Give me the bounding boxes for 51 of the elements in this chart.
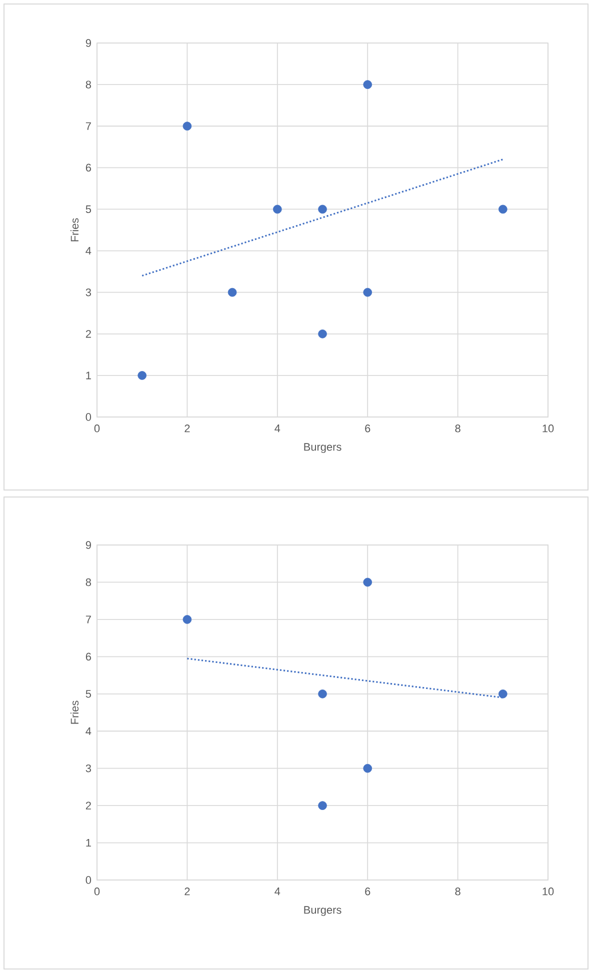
y-axis-title: Fries (70, 700, 79, 724)
x-tick-label: 0 (94, 424, 100, 432)
point (182, 615, 192, 624)
y-tick-label: 9 (86, 541, 91, 549)
y-tick-label: 0 (86, 876, 92, 884)
point (228, 288, 237, 297)
point (318, 690, 327, 698)
x-tick-label: 6 (365, 888, 370, 896)
x-tick-label: 4 (274, 888, 280, 896)
y-tick-label: 8 (86, 578, 91, 586)
x-tick-label: 0 (94, 888, 100, 896)
y-tick-label: 4 (86, 727, 92, 735)
point (498, 204, 508, 214)
y-tick-label: 6 (86, 164, 91, 172)
y-tick-label: 5 (86, 690, 92, 698)
point (318, 329, 327, 338)
y-tick-label: 3 (86, 764, 91, 772)
y-tick-label: 0 (86, 413, 92, 421)
y-tick-label: 1 (86, 839, 91, 847)
y-tick-label: 2 (86, 330, 91, 338)
point (363, 578, 372, 587)
point (318, 204, 327, 214)
x-axis-title: Burgers (304, 443, 342, 453)
point (273, 204, 282, 214)
y-tick-label: 7 (86, 616, 91, 624)
point (363, 80, 372, 89)
x-tick-label: 8 (455, 888, 460, 896)
x-tick-label: 4 (274, 424, 280, 432)
y-tick-label: 6 (86, 652, 91, 661)
y-tick-label: 5 (86, 205, 92, 214)
x-tick-label: 2 (184, 424, 190, 432)
y-tick-label: 2 (86, 802, 91, 810)
x-tick-label: 8 (455, 424, 460, 432)
point (182, 122, 192, 131)
point (498, 690, 508, 698)
x-tick-label: 2 (184, 888, 190, 896)
point (138, 371, 146, 380)
point (363, 288, 372, 297)
y-axis-title: Fries (70, 218, 79, 242)
x-tick-label: 6 (365, 424, 370, 432)
y-tick-label: 7 (86, 122, 91, 130)
x-tick-label: 10 (542, 888, 554, 896)
x-tick-label: 10 (542, 424, 554, 432)
point (318, 801, 327, 810)
point (363, 764, 372, 773)
x-axis-title: Burgers (304, 906, 342, 916)
y-tick-label: 8 (86, 80, 91, 88)
y-tick-label: 4 (86, 247, 92, 255)
y-tick-label: 1 (86, 372, 91, 380)
y-tick-label: 3 (86, 288, 91, 296)
y-tick-label: 9 (86, 39, 91, 47)
